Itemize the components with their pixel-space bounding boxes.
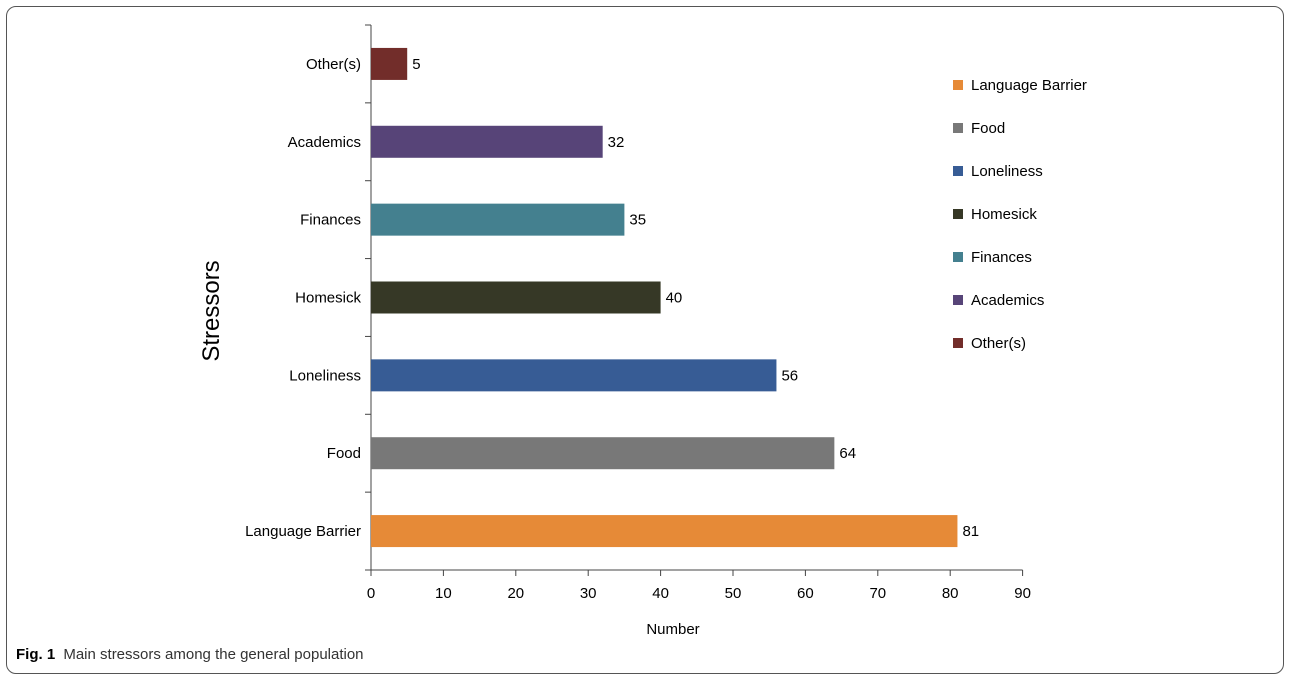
x-axis-label: Number — [646, 621, 699, 638]
data-label: 56 — [781, 367, 798, 384]
figure-frame — [6, 6, 1284, 674]
data-label: 35 — [629, 212, 646, 229]
legend-label: Academics — [971, 292, 1044, 309]
legend-label: Language Barrier — [971, 77, 1087, 94]
data-label: 32 — [608, 134, 625, 151]
x-tick-label: 10 — [435, 585, 452, 602]
category-label: Academics — [288, 134, 361, 151]
legend-swatch — [953, 295, 963, 305]
bar — [371, 203, 625, 236]
x-tick-label: 50 — [725, 585, 742, 602]
legend-label: Food — [971, 120, 1005, 137]
bars: Language Barrier 81 Food 64 Loneliness 56 Home… — [245, 47, 979, 548]
x-tick-label: 80 — [942, 585, 959, 602]
figure-caption: Fig. 1 Main stressors among the general … — [16, 646, 364, 663]
category-label: Homesick — [295, 290, 361, 307]
legend-swatch — [953, 166, 963, 176]
x-tick-label: 30 — [580, 585, 597, 602]
category-label: Finances — [300, 212, 361, 229]
bar — [371, 515, 958, 548]
x-tick-label: 60 — [797, 585, 814, 602]
legend-swatch — [953, 80, 963, 90]
category-label: Other(s) — [306, 56, 361, 73]
x-tick-label: 0 — [367, 585, 375, 602]
legend-label: Other(s) — [971, 335, 1026, 352]
legend-swatch — [953, 123, 963, 133]
bar — [371, 437, 835, 470]
y-axis-label: Stressors — [198, 260, 225, 361]
axes: 0 10 20 30 40 50 60 70 80 90 — [365, 24, 1031, 602]
x-tick-label: 90 — [1014, 585, 1031, 602]
legend-label: Loneliness — [971, 163, 1043, 180]
caption-text: Main stressors among the general populat… — [63, 646, 364, 663]
caption-label: Fig. 1 — [16, 646, 56, 663]
data-label: 64 — [839, 445, 856, 462]
category-label: Loneliness — [289, 367, 361, 384]
legend-swatch — [953, 338, 963, 348]
data-label: 5 — [412, 56, 420, 73]
legend: Language Barrier Food Loneliness Homesick Fi… — [953, 77, 1087, 352]
bar — [371, 47, 408, 80]
legend-label: Homesick — [971, 206, 1037, 223]
legend-swatch — [953, 209, 963, 219]
bar — [371, 281, 661, 314]
data-label: 81 — [962, 523, 979, 540]
x-tick-label: 70 — [869, 585, 886, 602]
x-tick-label: 20 — [507, 585, 524, 602]
x-tick-label: 40 — [652, 585, 669, 602]
bar — [371, 125, 603, 158]
legend-swatch — [953, 252, 963, 262]
data-label: 40 — [666, 290, 683, 307]
category-label: Food — [327, 445, 361, 462]
category-label: Language Barrier — [245, 523, 361, 540]
legend-label: Finances — [971, 249, 1032, 266]
bar — [371, 359, 777, 392]
